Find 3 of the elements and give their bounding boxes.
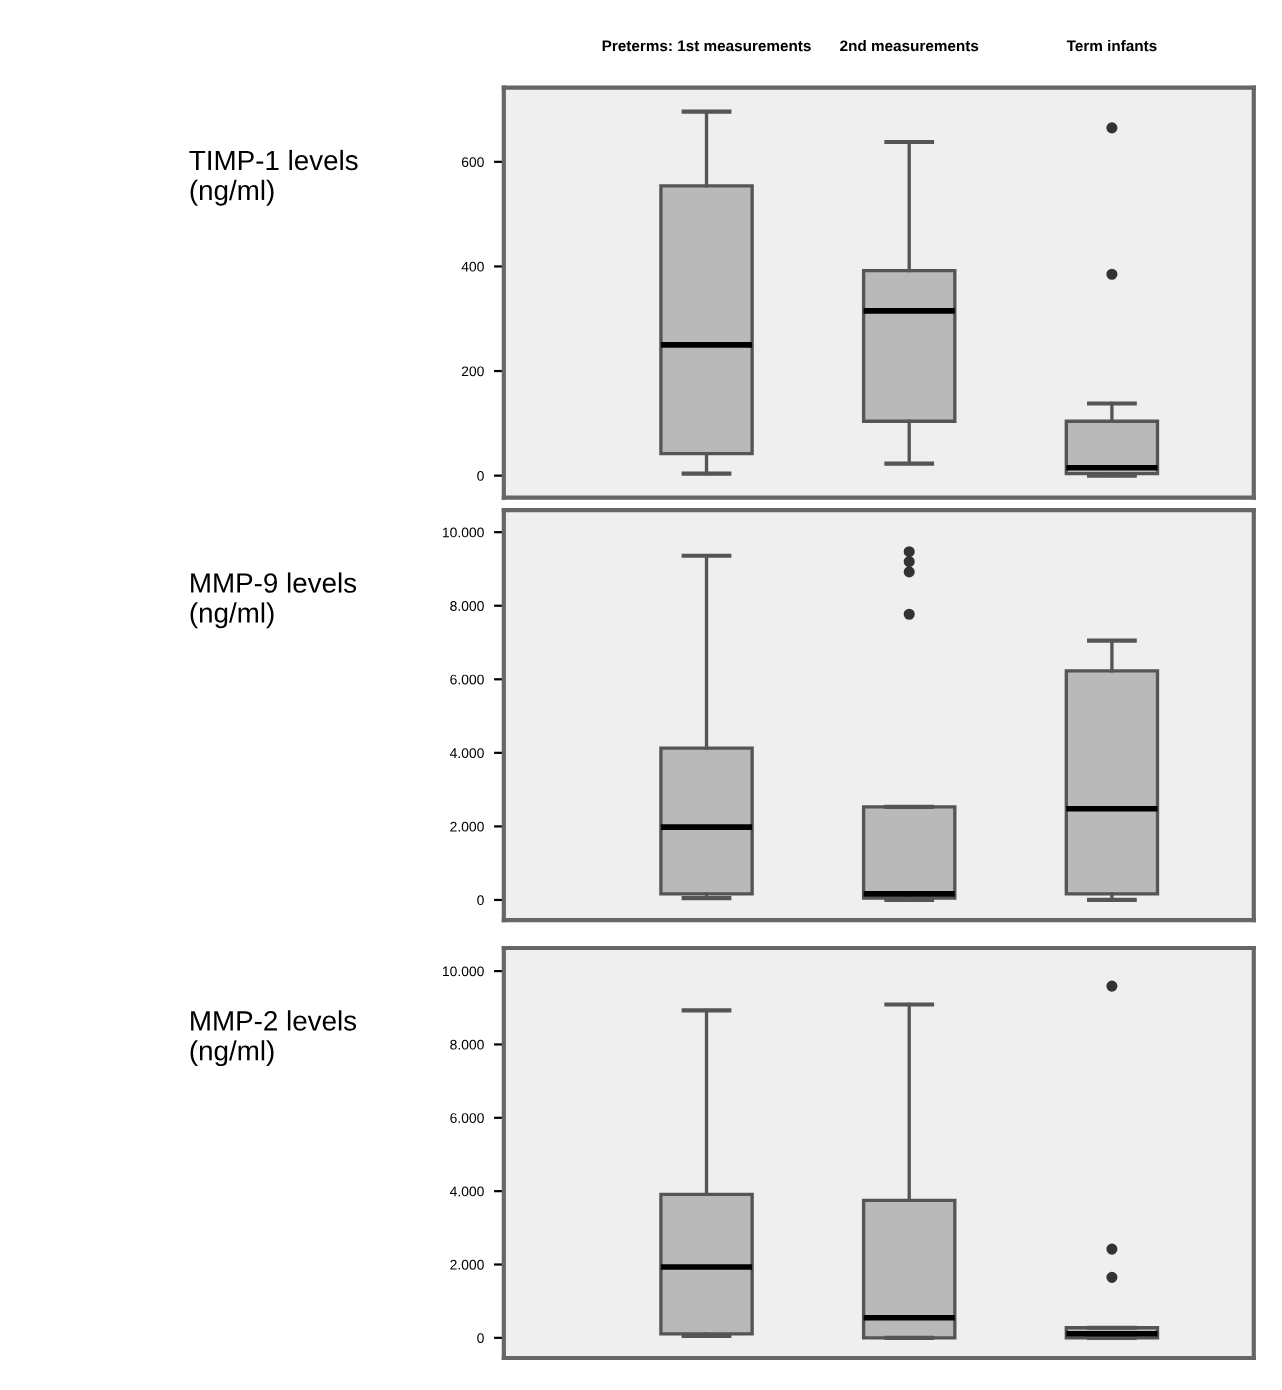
y-axis-title: TIMP-1 levels (ng/ml) <box>189 149 358 206</box>
y-axis-title: MMP-9 levels (ng/ml) <box>190 572 357 629</box>
y-axis-title: MMP-2 levels (ng/ml) <box>190 1010 357 1067</box>
